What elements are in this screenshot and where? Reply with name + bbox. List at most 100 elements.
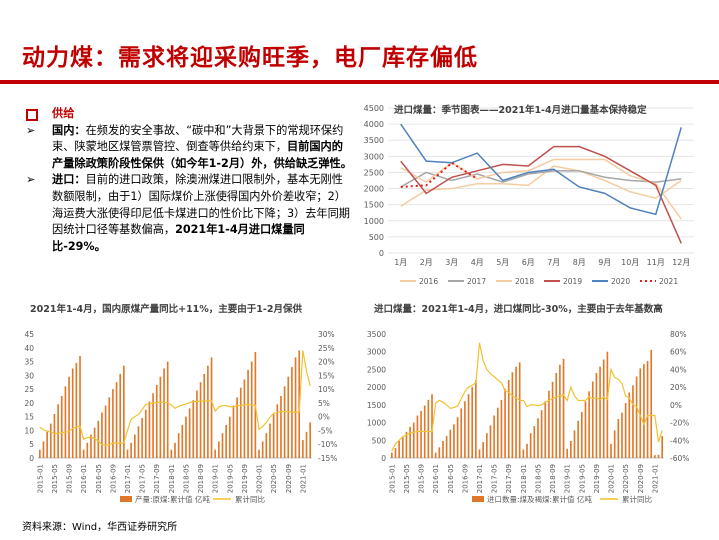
bar [442, 440, 444, 458]
x-tick-label: 2017-05 [491, 464, 499, 493]
bar [518, 362, 521, 458]
x-tick-label: 2019-09 [593, 464, 601, 493]
x-tick-label: 2021-01 [651, 464, 659, 493]
bar [540, 410, 543, 458]
y-tick-label: 3000 [364, 152, 384, 161]
x-tick-label: 2018-09 [549, 464, 557, 493]
bullet-head: 供给 [22, 106, 352, 123]
bar [401, 436, 404, 458]
legend-label: 2019 [563, 277, 582, 286]
bar [272, 413, 275, 458]
bar [207, 365, 209, 458]
bar [115, 382, 118, 458]
x-tick-label: 10月 [621, 258, 639, 267]
bar [610, 443, 612, 458]
bar [409, 426, 411, 458]
x-tick-label: 2020-09 [637, 464, 645, 493]
bar [548, 390, 550, 458]
series-line-yoy [39, 350, 311, 446]
bar [471, 387, 474, 458]
bar [86, 442, 89, 458]
bullet-text-block: 供给 ➢ 国内：在频发的安全事故、“碳中和”大背景下的常规环保约束、陕蒙地区煤管… [22, 106, 352, 255]
bar [269, 423, 271, 458]
x-tick-label: 2019-05 [578, 464, 586, 493]
arrow-bullet-icon: ➢ [26, 123, 36, 137]
y-tick-label: 35 [24, 358, 34, 367]
bar [46, 431, 48, 458]
bar [588, 391, 590, 458]
y2-tick-label: -40% [670, 436, 689, 445]
bar [239, 387, 242, 458]
page-title: 动力煤：需求将迎采购旺季，电厂库存偏低 [22, 44, 478, 71]
series-line-2016 [400, 165, 682, 207]
bar [152, 393, 154, 458]
x-tick-label: 2016-09 [109, 464, 117, 493]
bar [49, 423, 52, 458]
x-tick-label: 2017-01 [124, 464, 132, 493]
y-tick-label: 15 [24, 413, 34, 422]
y2-tick-label: 0% [670, 401, 682, 410]
x-tick-label: 2015-09 [66, 464, 74, 493]
x-tick-label: 3月 [445, 258, 458, 267]
x-tick-label: 8月 [573, 258, 586, 267]
x-tick-label: 5月 [496, 258, 509, 267]
bar [570, 440, 572, 458]
bar [177, 433, 180, 458]
x-tick-label: 2015-01 [388, 464, 396, 493]
x-tick-label: 2016-05 [447, 464, 455, 493]
source-note: 资料来源：Wind，华西证券研究所 [22, 522, 178, 533]
bar [210, 357, 213, 458]
square-bullet-icon [26, 106, 38, 127]
bar [602, 359, 605, 458]
y-tick-label: 25 [24, 385, 34, 394]
x-tick-label: 2018-01 [168, 464, 176, 493]
bar [82, 449, 85, 458]
bar [119, 373, 122, 458]
bar [163, 368, 165, 458]
bar [97, 420, 100, 458]
y-tick-label: 0 [381, 454, 386, 463]
x-tick-label: 2018-05 [534, 464, 542, 493]
bar [573, 430, 576, 458]
x-tick-label: 2021-01 [299, 464, 307, 493]
bar [511, 372, 514, 458]
y-tick-label: 10 [24, 426, 34, 435]
data-label: 11.19 [300, 300, 322, 302]
bar [485, 433, 488, 458]
bar [221, 433, 224, 458]
x-tick-label: 2020-09 [285, 464, 293, 493]
x-tick-label: 2017-09 [505, 464, 513, 493]
bar [133, 434, 136, 458]
bar [635, 376, 638, 458]
bullet-head-label: 供给 [52, 107, 75, 120]
bar [394, 448, 397, 458]
bar [112, 389, 114, 458]
bar [276, 404, 279, 458]
bar [199, 382, 202, 458]
bar [287, 376, 290, 458]
bar [526, 443, 528, 458]
bar [174, 442, 176, 458]
x-tick-label: 2019-01 [212, 464, 220, 493]
y2-tick-label: -5% [318, 426, 333, 435]
bar [562, 358, 565, 458]
chart-title: 进口煤量：2021年1-4月，进口煤同比-30%，主要由于去年基数高 [374, 303, 663, 315]
bar [75, 362, 78, 458]
bar [438, 447, 441, 458]
chart-title: 进口煤量：季节图表——2021年1-4月进口量基本保持稳定 [394, 104, 647, 116]
y2-tick-label: 20% [670, 383, 687, 392]
bullet-domestic: ➢ 国内：在频发的安全事故、“碳中和”大背景下的常规环保约束、陕蒙地区煤管票管控… [22, 123, 352, 173]
import-label: 进口： [52, 173, 86, 187]
bar [595, 372, 598, 458]
bar [617, 419, 620, 458]
y-tick-label: 1000 [364, 217, 384, 226]
import-volume-chart: 进口煤量：2021年1-4月，进口煤同比-30%，主要由于去年基数高 0 500 10… [367, 300, 690, 504]
bar [108, 397, 111, 458]
y-tick-label: 40 [24, 344, 34, 353]
bar [453, 424, 455, 458]
legend-label: 2017 [467, 277, 486, 286]
bar [214, 449, 217, 458]
x-tick-label: 2020-01 [608, 464, 616, 493]
bar [79, 356, 81, 458]
bar [584, 401, 587, 458]
